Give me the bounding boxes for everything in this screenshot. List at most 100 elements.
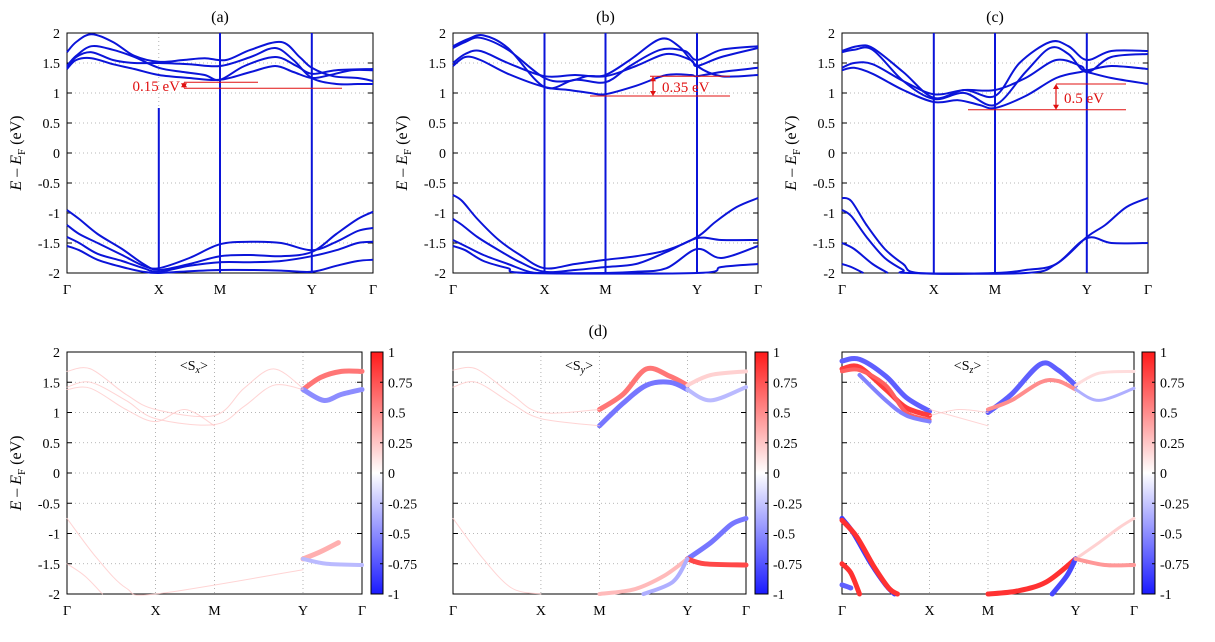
spin-band-segment	[66, 386, 215, 427]
colorbar-tick-label: -1	[1160, 588, 1172, 603]
kpoint-label: Γ	[449, 604, 457, 619]
kpoint-label: Γ	[754, 283, 762, 298]
kpoint-label: Γ	[838, 604, 846, 619]
spin-band-segment	[452, 381, 600, 427]
kpoint-label: Y	[307, 283, 317, 298]
ytick-label: 1	[53, 87, 60, 102]
kpoint-label: X	[929, 283, 939, 298]
spin-band-segment	[985, 360, 1079, 415]
colorbar-tick-label: 0.75	[388, 376, 413, 391]
band-vb3	[841, 242, 889, 274]
y-axis-label: E – EF (eV)	[394, 116, 414, 192]
band-cb4	[841, 40, 1149, 100]
band-cb4	[66, 44, 374, 82]
spin-band-segment	[1049, 556, 1079, 597]
colorbar-tick-label: -0.75	[388, 558, 417, 573]
ytick-label: 0	[53, 147, 60, 162]
kpoint-label: M	[599, 283, 612, 298]
kpoint-label: M	[982, 604, 995, 619]
ytick-label: -2	[48, 267, 60, 282]
gap-arrow-head	[650, 76, 656, 82]
spin-band-segment	[986, 377, 1078, 412]
colorbar-tick-label: 0.5	[1160, 407, 1178, 422]
spin-band-segment	[839, 517, 900, 597]
kpoint-label: Γ	[449, 283, 457, 298]
spin-band-segment	[597, 556, 690, 596]
ytick-label: -0.5	[424, 177, 446, 192]
colorbar-tick-label: 0.75	[773, 376, 798, 391]
spin-band-segment	[597, 379, 690, 429]
colorbar-tick-label: -0.25	[773, 497, 802, 512]
kpoint-label: Γ	[838, 283, 846, 298]
spin-band-segment	[684, 515, 749, 562]
colorbar-tick-label: 1	[773, 346, 780, 361]
gap-arrow-head	[181, 83, 187, 89]
ytick-label: 1	[828, 87, 835, 102]
ytick-label: -1.5	[38, 237, 60, 252]
ytick-label: 1	[53, 407, 60, 422]
band-vb3	[66, 236, 374, 273]
spin-band-segment	[1074, 369, 1136, 387]
spin-band-segment	[839, 561, 862, 597]
ytick-label: 1.5	[43, 376, 61, 391]
panel-label: (a)	[211, 9, 229, 26]
ytick-label: -0.5	[38, 497, 60, 512]
ytick-label: 0.5	[818, 117, 836, 132]
spin-band-segment	[685, 385, 748, 403]
panel-label-d: (d)	[589, 323, 608, 340]
ytick-label: -1	[823, 207, 835, 222]
y-axis-label: E – EF (eV)	[8, 436, 28, 512]
ytick-label: -0.5	[38, 177, 60, 192]
band-vb4	[841, 263, 864, 274]
panel-label: (b)	[596, 9, 615, 26]
ytick-label: 1.5	[43, 57, 61, 72]
kpoint-label: Γ	[369, 283, 377, 298]
ytick-label: -2	[48, 588, 60, 603]
colorbar-tick-label: -1	[388, 588, 400, 603]
spin-band-segment	[597, 365, 690, 412]
band-cb3	[452, 36, 759, 83]
spin-component-label: <Sz>	[954, 359, 982, 376]
spin-band-segment	[1074, 386, 1136, 402]
ytick-label: 0	[53, 467, 60, 482]
ytick-label: 2	[53, 346, 60, 361]
ytick-label: 0.5	[43, 437, 61, 452]
ytick-label: 0.5	[429, 117, 447, 132]
kpoint-label: Y	[692, 283, 702, 298]
spin-band-segment	[300, 540, 341, 562]
spin-band-segment	[452, 366, 600, 414]
kpoint-label: X	[925, 604, 935, 619]
band-vb2	[66, 224, 374, 270]
band-cb1	[66, 46, 373, 86]
kpoint-label: Y	[682, 604, 692, 619]
y-axis-label: E – EF (eV)	[8, 116, 28, 192]
ytick-label: 2	[53, 27, 60, 42]
ytick-label: 0.5	[43, 117, 61, 132]
colorbar-tick-label: -0.75	[1160, 558, 1189, 573]
band-vb4	[66, 245, 374, 275]
ytick-label: 1.5	[818, 57, 836, 72]
ytick-label: -2	[434, 267, 446, 282]
gap-arrow-head	[650, 91, 656, 96]
spin-band-segment	[929, 408, 989, 416]
band-cb4	[452, 34, 759, 90]
spin-band-segment	[66, 381, 304, 426]
kpoint-label: M	[214, 283, 227, 298]
spin-band-segment	[1074, 516, 1136, 561]
band-vb4	[452, 245, 759, 275]
gap-label: 0.5 eV	[1064, 91, 1104, 107]
panel-label: (c)	[986, 9, 1004, 26]
kpoint-label: X	[150, 604, 160, 619]
ytick-label: 0	[828, 147, 835, 162]
spin-band-segment	[301, 556, 364, 567]
colorbar-tick-label: -0.5	[773, 528, 795, 543]
colorbar-tick-label: -1	[773, 588, 785, 603]
spin-band-segment	[857, 373, 932, 424]
colorbar-tick-label: 0	[1160, 467, 1167, 482]
ytick-label: -1	[48, 207, 60, 222]
ytick-label: -2	[823, 267, 835, 282]
spin-band-segment	[929, 409, 989, 427]
ytick-label: -1	[434, 207, 446, 222]
spin-band-segment	[641, 556, 690, 596]
